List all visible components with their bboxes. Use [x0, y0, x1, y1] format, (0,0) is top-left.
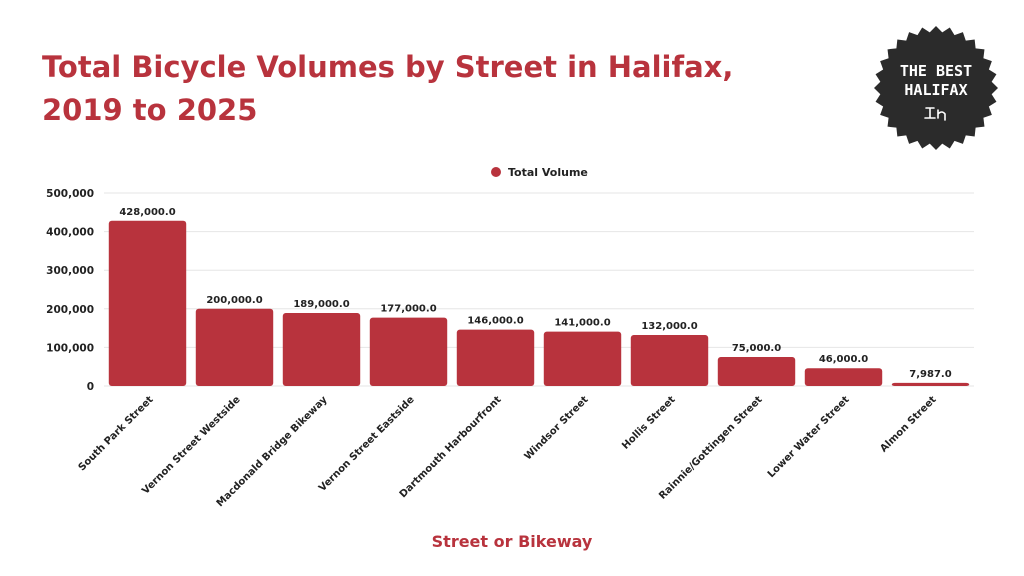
legend: Total Volume [491, 166, 588, 179]
bar [543, 331, 622, 386]
x-tick-label: Hollis Street [620, 394, 678, 452]
data-label: 146,000.0 [467, 316, 523, 327]
bar [369, 317, 448, 386]
bars [108, 220, 970, 386]
x-tick-label: Vernon Street Eastside [317, 394, 417, 494]
x-tick-label: Dartmouth Harbourfront [398, 394, 504, 500]
bar [891, 382, 970, 386]
legend-label: Total Volume [508, 166, 588, 179]
bar [717, 357, 796, 386]
badge-handwritten-mark-icon [924, 107, 946, 121]
y-tick-label: 0 [87, 381, 94, 393]
badge-starburst-shape [874, 26, 998, 150]
bar [804, 368, 883, 386]
x-axis-title: Street or Bikeway [431, 532, 593, 551]
x-tick-label: Lower Water Street [766, 394, 852, 480]
data-label: 46,000.0 [819, 354, 868, 365]
badge-text-line-1: THE BEST [900, 62, 972, 80]
y-tick-label: 400,000 [46, 227, 94, 239]
bar [456, 329, 535, 386]
bar [282, 313, 361, 386]
chart-title-line-2: 2019 to 2025 [42, 93, 258, 127]
data-label: 75,000.0 [732, 343, 781, 354]
data-label: 7,987.0 [909, 369, 951, 380]
legend-marker [491, 167, 501, 177]
y-tick-label: 200,000 [46, 304, 94, 316]
data-labels: 428,000.0 200,000.0 189,000.0 177,000.0 146,… [119, 207, 951, 380]
chart-title-line-1: Total Bicycle Volumes by Street in Halif… [42, 50, 734, 84]
x-tick-label: South Park Street [77, 394, 156, 473]
data-label: 177,000.0 [380, 304, 436, 315]
data-label: 428,000.0 [119, 207, 175, 218]
data-label: 141,000.0 [554, 318, 610, 329]
badge-text-line-2: HALIFAX [904, 81, 967, 99]
y-tick-label: 300,000 [46, 265, 94, 277]
x-tick-label: Vernon Street Westside [140, 394, 243, 497]
bar [195, 308, 274, 386]
bar [630, 335, 709, 386]
data-label: 189,000.0 [293, 299, 349, 310]
bar [108, 220, 187, 386]
x-tick-label: Almon Street [878, 394, 938, 454]
x-tick-label: Rainnie/Gottingen Street [657, 394, 765, 502]
y-tick-label: 100,000 [46, 342, 94, 354]
x-tick-label: Windsor Street [523, 394, 591, 462]
data-label: 200,000.0 [206, 295, 262, 306]
chart-title: Total Bicycle Volumes by Street in Halif… [42, 46, 802, 132]
y-tick-label: 500,000 [46, 188, 94, 200]
brand-badge-logo: THE BEST HALIFAX [874, 26, 998, 150]
data-label: 132,000.0 [641, 321, 697, 332]
y-axis-tick-labels: 0 100,000 200,000 300,000 400,000 500,000 [46, 188, 94, 393]
